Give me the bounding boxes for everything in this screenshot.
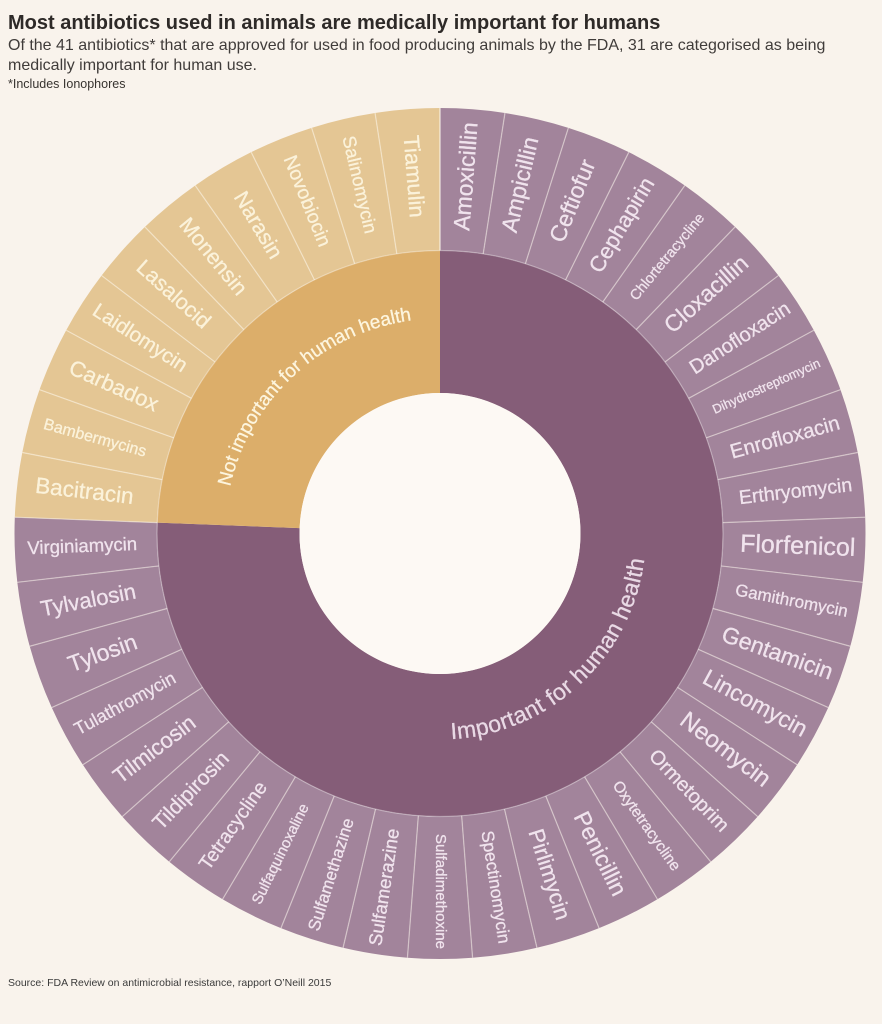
svg-text:Florfenicol: Florfenicol <box>740 530 856 562</box>
svg-text:Tiamulin: Tiamulin <box>399 134 430 218</box>
svg-text:Virginiamycin: Virginiamycin <box>27 533 137 558</box>
svg-text:Sulfadimethoxine: Sulfadimethoxine <box>432 834 449 949</box>
